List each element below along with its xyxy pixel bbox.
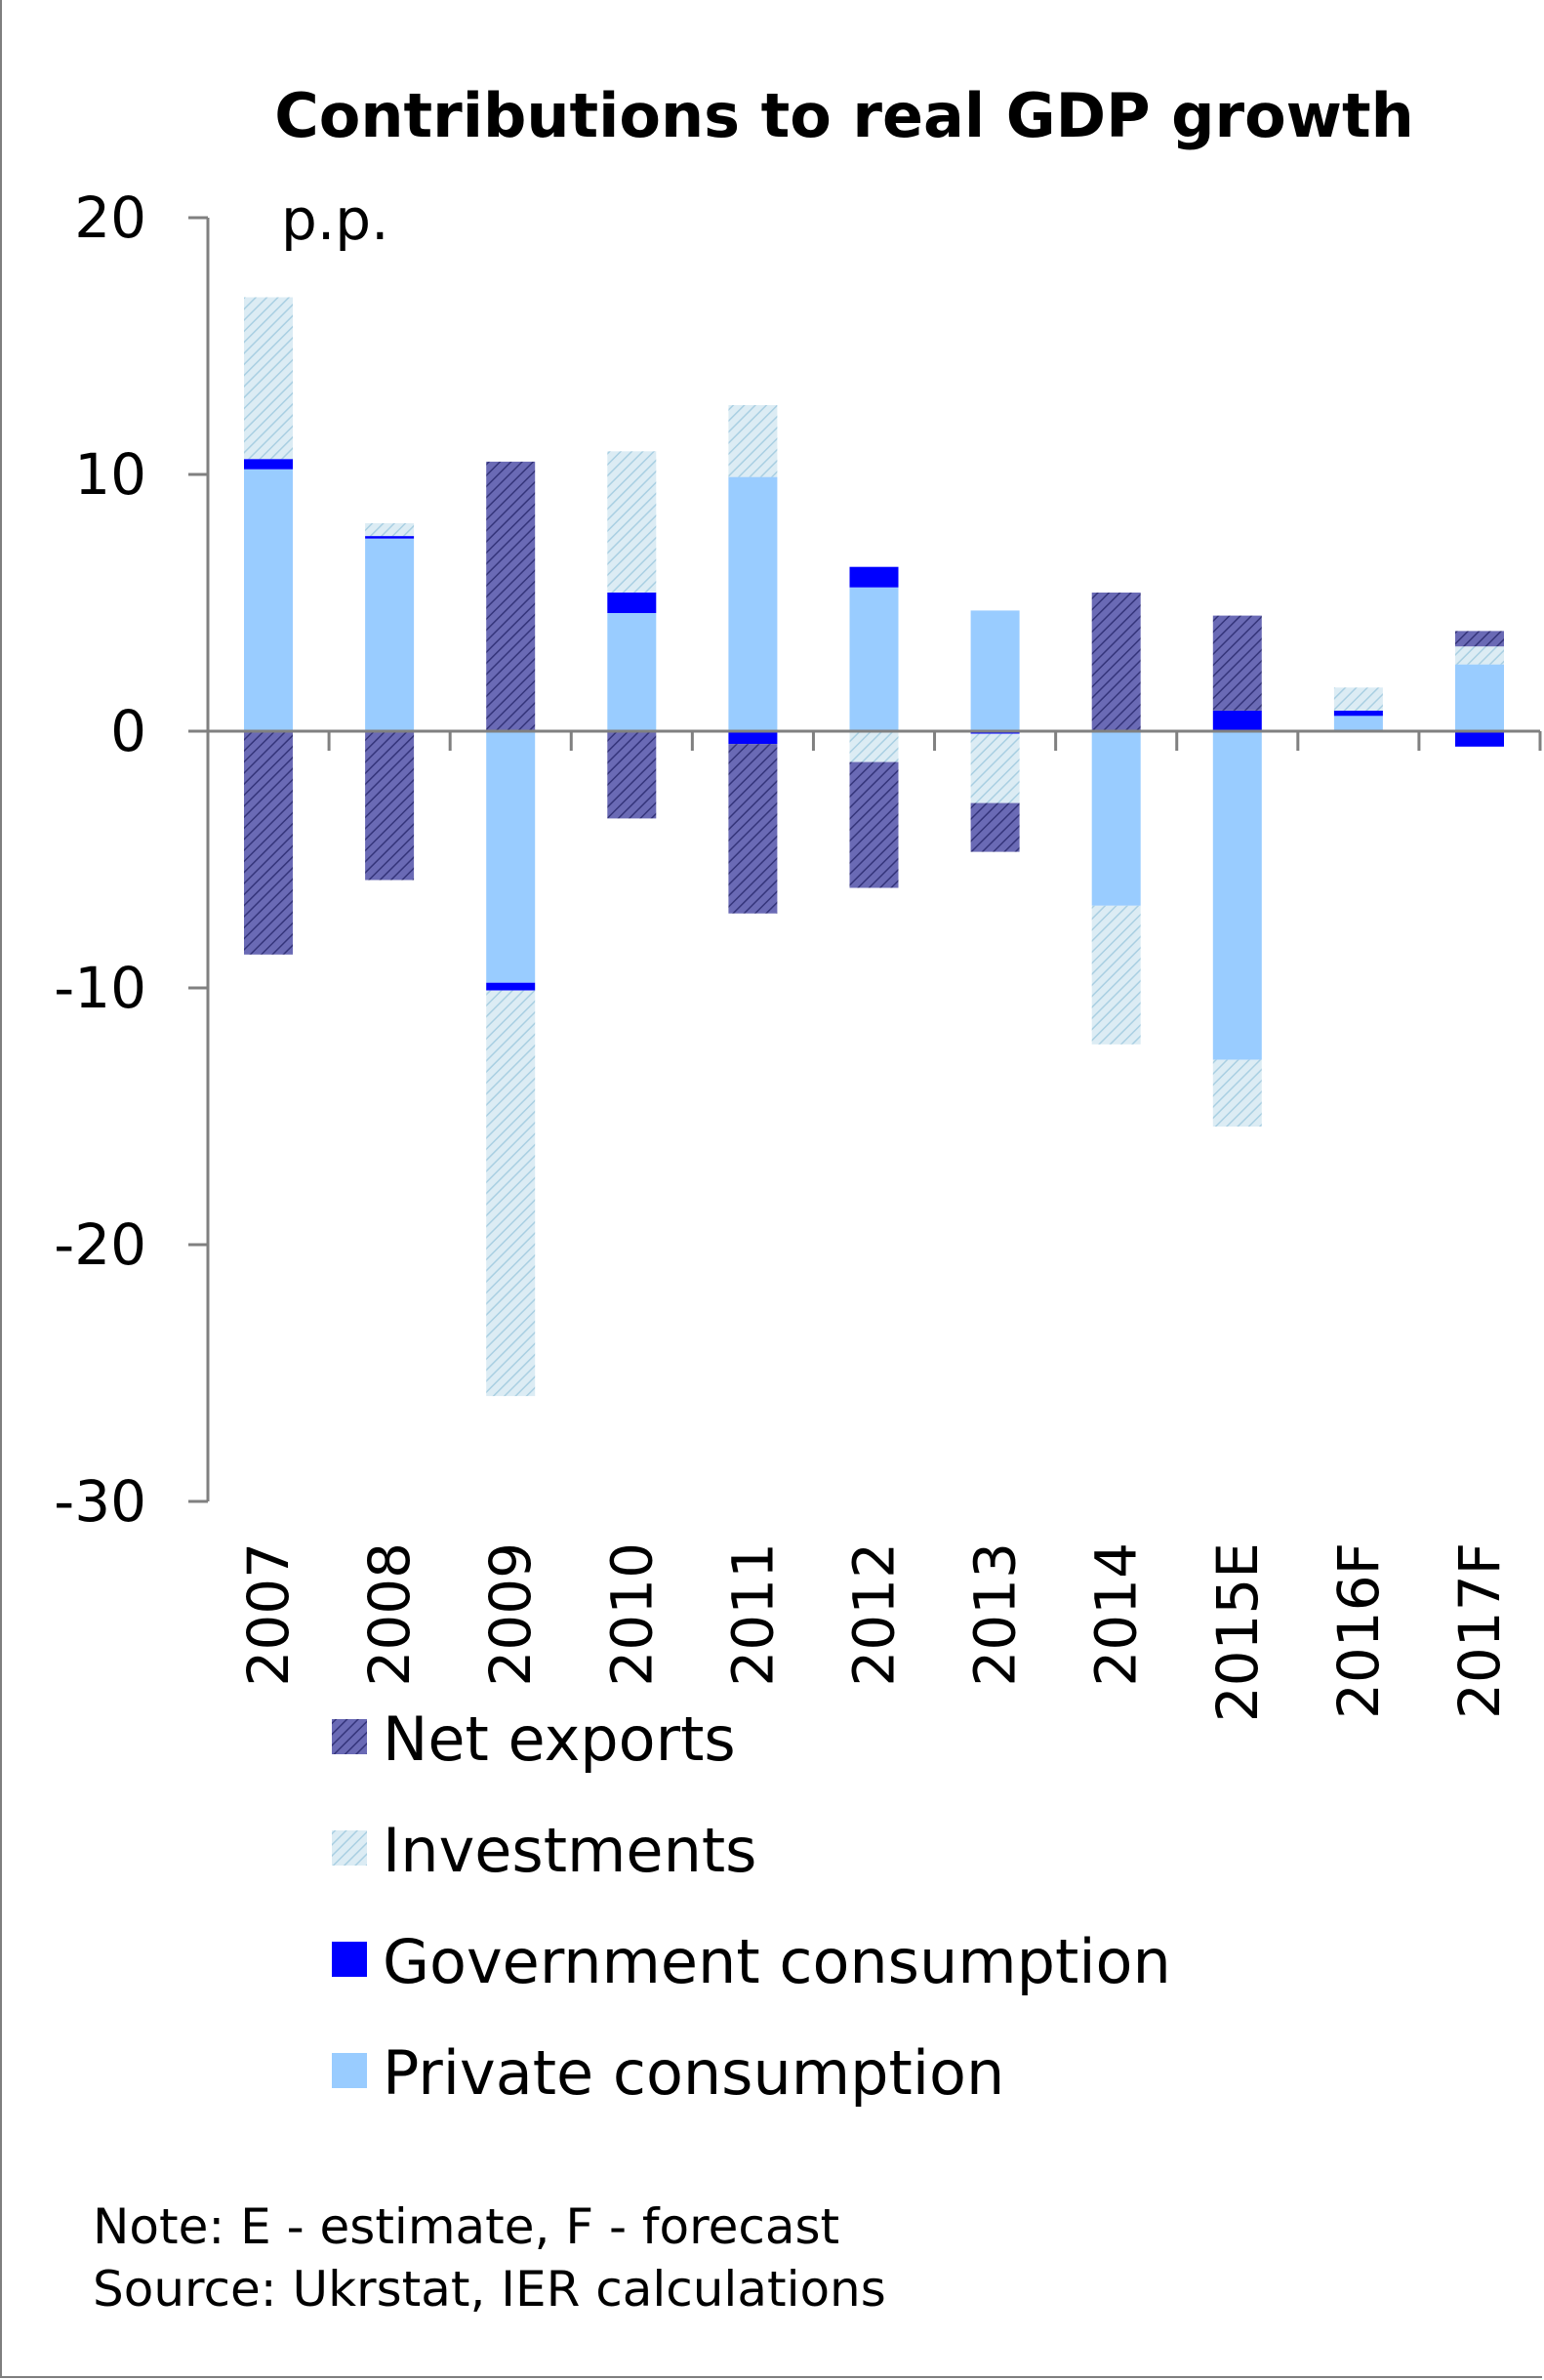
bar-net-exports-2010 xyxy=(607,731,657,819)
bar-government-consumption-2011 xyxy=(728,731,778,745)
legend-label: Government consumption xyxy=(383,1926,1171,1997)
bar-net-exports-2008 xyxy=(365,731,415,881)
bar-investments-2017f xyxy=(1455,646,1504,665)
y-axis-unit-label: p.p. xyxy=(281,186,389,253)
legend-label: Private consumption xyxy=(383,2037,1004,2109)
bar-government-consumption-2017f xyxy=(1455,731,1504,747)
bar-government-consumption-2015e xyxy=(1212,711,1262,731)
bar-private-consumption-2015e xyxy=(1212,731,1262,1060)
legend: Net exports Investments Government consump… xyxy=(332,1703,1171,2109)
bar-private-consumption-2013 xyxy=(970,610,1020,731)
bar-investments-2014 xyxy=(1091,905,1141,1045)
x-tick-label: 2007 xyxy=(235,1542,302,1687)
y-tick-label: 10 xyxy=(74,441,146,508)
bar-net-exports-2007 xyxy=(244,731,293,955)
y-tick-label: -30 xyxy=(54,1468,146,1535)
bar-investments-2013 xyxy=(970,733,1020,803)
bar-private-consumption-2012 xyxy=(849,587,899,731)
bar-investments-2007 xyxy=(244,297,293,460)
bar-net-exports-2015e xyxy=(1212,615,1262,711)
bar-net-exports-2011 xyxy=(728,744,778,914)
bar-private-consumption-2007 xyxy=(244,469,293,731)
axes-group xyxy=(188,216,1542,1503)
footer-note: Note: E - estimate, F - forecast xyxy=(93,2198,839,2255)
bar-private-consumption-2014 xyxy=(1091,731,1141,906)
legend-swatch xyxy=(332,1830,367,1866)
bar-net-exports-2012 xyxy=(849,761,899,888)
legend-label: Investments xyxy=(383,1815,756,1886)
bar-government-consumption-2007 xyxy=(244,459,293,470)
chart-title: Contributions to real GDP growth xyxy=(274,80,1413,151)
bar-private-consumption-2017f xyxy=(1455,664,1504,731)
legend-label: Net exports xyxy=(383,1703,736,1775)
legend-swatch xyxy=(332,1942,367,1977)
bar-government-consumption-2012 xyxy=(849,566,899,588)
x-tick-label: 2011 xyxy=(719,1542,786,1687)
x-tick-label: 2014 xyxy=(1083,1542,1150,1687)
y-tick-label: -10 xyxy=(54,955,146,1021)
x-tick-label: 2009 xyxy=(477,1542,544,1687)
bar-investments-2011 xyxy=(728,405,778,477)
x-tick-label: 2008 xyxy=(356,1542,423,1687)
bar-investments-2009 xyxy=(486,990,536,1397)
y-tick-label: 20 xyxy=(74,185,146,251)
x-tick-label: 2016F xyxy=(1325,1542,1392,1719)
x-tick-label: 2015E xyxy=(1204,1542,1271,1722)
y-tick-label: -20 xyxy=(54,1211,146,1278)
bar-investments-2010 xyxy=(607,451,657,593)
x-tick-label: 2013 xyxy=(962,1542,1029,1687)
bar-private-consumption-2016f xyxy=(1333,716,1383,731)
bar-net-exports-2017f xyxy=(1455,631,1504,647)
bar-government-consumption-2016f xyxy=(1333,711,1383,717)
bar-private-consumption-2011 xyxy=(728,476,778,731)
x-tick-labels: 2007 2008 2009 2010 2011 2012 2013 2014 2015E 201… xyxy=(235,1542,1513,1722)
bar-net-exports-2009 xyxy=(486,461,536,731)
bar-investments-2016f xyxy=(1333,687,1383,711)
bar-investments-2008 xyxy=(365,523,415,537)
bars-group xyxy=(244,297,1504,1397)
x-tick-label: 2012 xyxy=(841,1542,908,1687)
y-tick-labels: 20 10 0 -10 -20 -30 xyxy=(54,185,146,1535)
bar-government-consumption-2010 xyxy=(607,593,657,613)
bar-private-consumption-2010 xyxy=(607,613,657,731)
footer-source: Source: Ukrstat, IER calculations xyxy=(93,2261,886,2318)
bar-net-exports-2014 xyxy=(1091,593,1141,731)
legend-swatch xyxy=(332,2053,367,2088)
legend-swatch xyxy=(332,1719,367,1754)
bar-private-consumption-2008 xyxy=(365,538,415,732)
bar-investments-2015e xyxy=(1212,1059,1262,1127)
x-tick-label: 2010 xyxy=(598,1542,665,1687)
bar-investments-2012 xyxy=(849,731,899,762)
bar-government-consumption-2009 xyxy=(486,982,536,991)
y-tick-label: 0 xyxy=(110,698,146,764)
x-tick-label: 2017F xyxy=(1446,1542,1513,1719)
bar-net-exports-2013 xyxy=(970,802,1020,852)
bar-private-consumption-2009 xyxy=(486,731,536,983)
bar-government-consumption-2008 xyxy=(365,536,415,539)
